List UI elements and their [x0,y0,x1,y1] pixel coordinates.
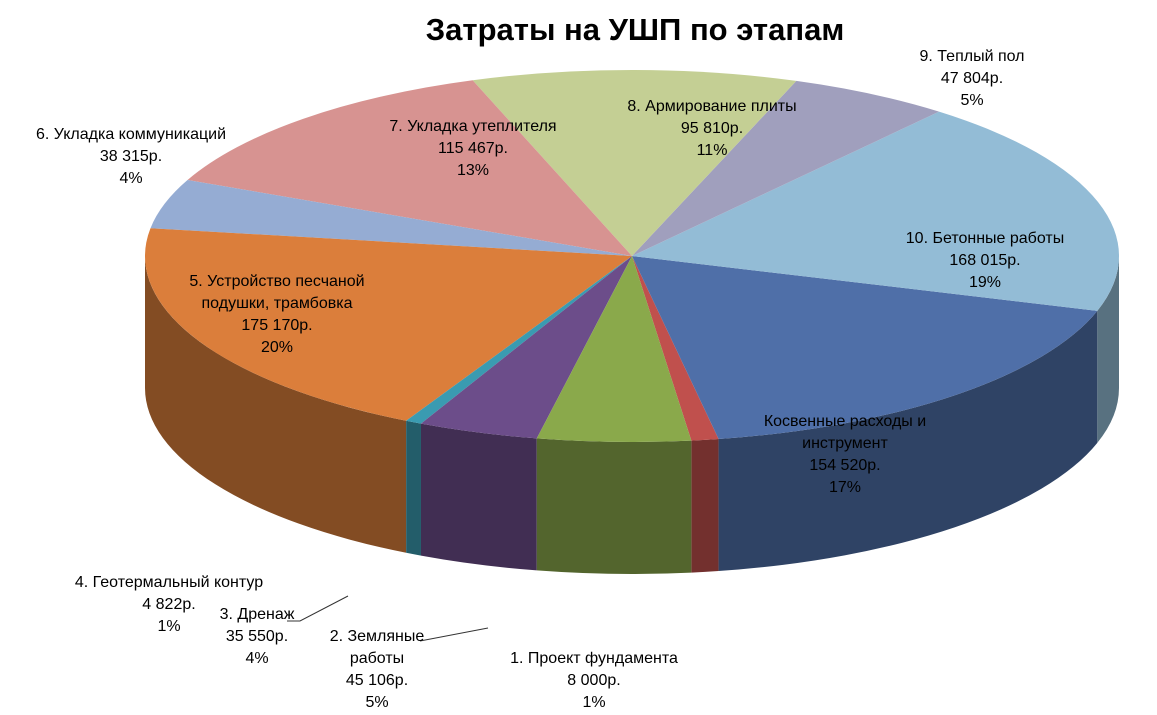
slice-label-6: 7. Укладка утеплителя 115 467р. 13% [389,118,556,179]
pie-side-11 [536,438,692,574]
slice-label-4: 9. Теплый пол 47 804р. 5% [920,48,1025,109]
slice-label-7: 6. Укладка коммуникаций 38 315р. 4% [36,126,226,187]
pie-slice-1 [632,256,719,441]
pie-tops [145,69,1119,443]
pie-side-2 [718,310,1098,572]
pie-side-3 [1097,256,1119,443]
pie-slice-11 [536,256,692,443]
slice-label-10: 3. Дренаж 35 550р. 4% [220,606,295,667]
pie-sides [145,256,1119,574]
slice-label-5: 8. Армирование плиты 95 810р. 11% [627,98,796,159]
slice-label-9: 4. Геотермальный контур 4 822р. 1% [75,574,263,635]
pie-slice-7 [150,179,632,256]
pie-slice-5 [472,69,797,256]
leader-line-2 [419,627,489,642]
pie-side-8 [145,256,407,553]
pie-side-1 [691,439,719,573]
chart-title: Затраты на УШП по этапам [425,12,845,47]
slice-label-11: 2. Земляные работы 45 106р. 5% [330,628,425,711]
slice-label-3: 10. Бетонные работы 168 015р. 19% [906,230,1064,291]
leader-lines [287,595,489,642]
slice-label-2: Косвенные расходы и инструмент 154 520р. 17… [764,413,926,496]
pie-slice-2 [632,256,1098,440]
pie-slice-4 [632,80,940,257]
pie-slice-9 [406,256,632,424]
slice-label-1: 1. Проект фундамента 8 000р. 1% [510,650,678,711]
slice-labels: 1. Проект фундамента 8 000р. 1% Косвенные р… [36,48,1064,711]
pie-slice-10 [420,256,632,439]
pie-side-9 [406,420,421,556]
pie-side-10 [420,423,537,571]
pie-slice-3 [632,111,1119,311]
pie-slice-8 [145,228,633,421]
slice-label-8: 5. Устройство песчаной подушки, трамбовка… [189,273,364,356]
pie-slice-6 [187,80,632,256]
leader-line-1 [287,595,349,622]
